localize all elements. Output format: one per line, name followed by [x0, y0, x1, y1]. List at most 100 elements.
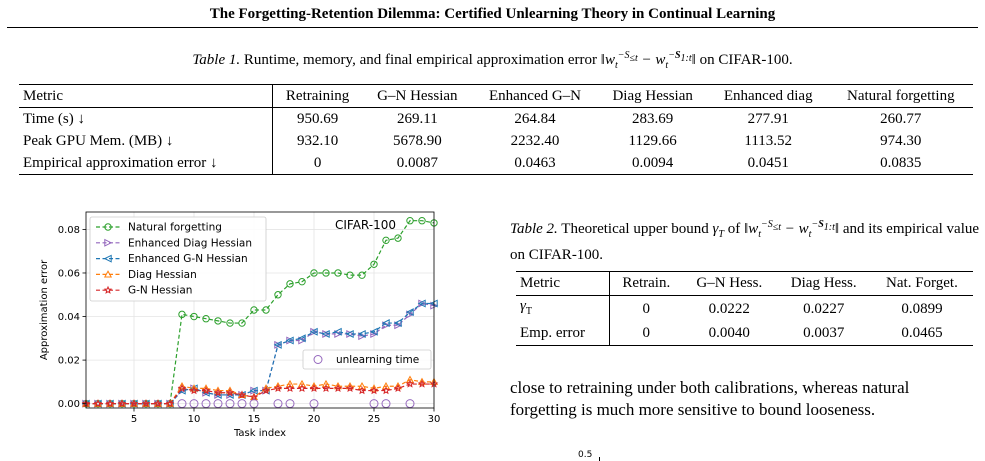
data-point — [417, 299, 426, 308]
table-cell: 0.0037 — [776, 322, 871, 346]
data-point — [189, 384, 199, 392]
data-point — [93, 399, 103, 408]
data-point — [322, 269, 330, 277]
table-cell: 0 — [642, 300, 651, 317]
data-point — [313, 355, 323, 364]
table2-caption-label: Table 2. — [510, 221, 558, 237]
chart-legend: Natural forgetting Enhanced Diag Hessian E… — [89, 216, 267, 302]
data-point — [321, 379, 331, 388]
approximation-error-chart: 5 10 15 20 25 30 0.00 0.02 0.04 0.06 0.08 CIFAR-10… — [39, 211, 440, 439]
table-cell: 0.0087 — [362, 152, 473, 175]
table-cell: 0.0451 — [707, 152, 829, 175]
data-point — [104, 238, 113, 247]
data-point — [225, 388, 235, 397]
data-point — [298, 277, 306, 286]
data-point — [334, 269, 342, 277]
y-tick-label: 0.00 — [58, 399, 80, 410]
data-point — [103, 270, 113, 278]
data-point — [178, 310, 186, 319]
data-point — [103, 254, 112, 263]
data-point — [393, 319, 402, 328]
data-point — [117, 399, 127, 408]
table-cell: 0.0465 — [870, 322, 973, 346]
table-cell: 0.0463 — [472, 152, 598, 175]
data-point — [333, 383, 343, 393]
data-point — [309, 381, 319, 390]
data-point — [393, 383, 403, 393]
chart-legend-unlearning: unlearning time — [302, 349, 432, 370]
table1-caption-label: Table 1. — [192, 52, 241, 68]
data-point — [237, 390, 247, 399]
data-point — [382, 236, 390, 245]
x-tick-label: 25 — [368, 414, 381, 425]
data-point — [141, 399, 151, 408]
table-row: γT 0 0.0222 0.0227 0.0899 — [516, 295, 973, 322]
legend-label: G-N Hessian — [128, 285, 192, 297]
table-cell: 974.30 — [880, 133, 922, 149]
data-point — [165, 399, 175, 408]
data-point — [273, 383, 283, 393]
table2-caption-text-a: Theoretical upper bound — [561, 221, 709, 237]
table-cell: 0.0040 — [682, 322, 777, 346]
data-point — [285, 379, 295, 388]
data-point — [103, 285, 113, 294]
data-point — [321, 329, 330, 338]
table2-col-header: Diag Hess. — [776, 271, 871, 296]
y-tick-label: 0.08 — [58, 225, 80, 236]
data-point — [369, 327, 378, 336]
data-point — [310, 269, 318, 277]
data-point — [274, 291, 282, 299]
table-row: Emp. error 0 0.0040 0.0037 0.0465 — [516, 322, 973, 346]
table1-col-header: G–N Hessian — [362, 84, 473, 108]
table-cell: 277.91 — [747, 111, 789, 127]
legend-label: unlearning time — [336, 354, 419, 366]
legend-item: Enhanced Diag Hessian — [96, 237, 252, 249]
data-point — [369, 384, 379, 392]
table-cell: Time (s) ↓ — [19, 107, 273, 130]
legend-item: G-N Hessian — [96, 285, 192, 297]
table-cell: 260.77 — [880, 111, 922, 127]
data-point — [104, 223, 112, 231]
table2-caption-math: ‖wt−S≤t − wt−S1:t‖ — [743, 219, 840, 240]
data-point — [298, 336, 307, 345]
table1-col-header: Enhanced G–N — [472, 84, 598, 108]
table-cell: 0 — [609, 322, 683, 346]
table-row: Peak GPU Mem. (MB) ↓ 932.10 5678.90 2232… — [19, 130, 973, 152]
running-header: The Forgetting-Retention Dilemma: Certif… — [209, 6, 776, 22]
y-axis-label: Approximation error — [39, 259, 50, 360]
table2-caption-text-c: and its empirical value on CIFAR-100. — [510, 221, 980, 263]
table-cell: 1113.52 — [744, 133, 793, 149]
legend-item: Natural forgetting — [96, 222, 222, 234]
table2-caption-gamma: γT — [712, 221, 724, 240]
table1-caption-math: ‖wt−S≤t − wt−S1:t‖ — [600, 50, 696, 71]
table-cell: 932.10 — [296, 133, 339, 149]
second-chart-axis — [599, 457, 600, 461]
data-point — [285, 383, 295, 393]
table1-col-header: Metric — [19, 84, 273, 108]
data-point — [358, 271, 366, 279]
table1-header-row: Metric Retraining G–N Hessian Enhanced G… — [19, 84, 973, 108]
data-point — [321, 383, 331, 393]
table-cell: Empirical approximation error ↓ — [19, 152, 273, 175]
legend-box — [302, 349, 432, 370]
legend-item: Enhanced G-N Hessian — [96, 253, 248, 265]
second-chart-ytick: 0.5 — [578, 450, 593, 460]
data-point — [238, 319, 246, 327]
table-cell: 269.11 — [397, 111, 438, 127]
data-point — [417, 379, 427, 388]
table1-col-header: Natural forgetting — [828, 84, 973, 108]
data-point — [190, 312, 198, 321]
data-point — [394, 234, 402, 242]
table1-col-header: Enhanced diag — [707, 84, 829, 108]
data-point — [345, 383, 355, 393]
data-point — [273, 340, 282, 349]
table-cell: 2232.40 — [510, 133, 560, 149]
legend-label: Diag Hessian — [128, 269, 197, 281]
data-point — [297, 379, 307, 388]
table2-col-header: Metric — [516, 271, 611, 296]
table1-caption-text: Runtime, memory, and final empirical app… — [243, 52, 597, 68]
data-point — [405, 308, 414, 317]
table-cell: Peak GPU Mem. (MB) ↓ — [19, 130, 273, 152]
data-point — [250, 306, 258, 314]
x-tick-label: 5 — [131, 414, 137, 425]
